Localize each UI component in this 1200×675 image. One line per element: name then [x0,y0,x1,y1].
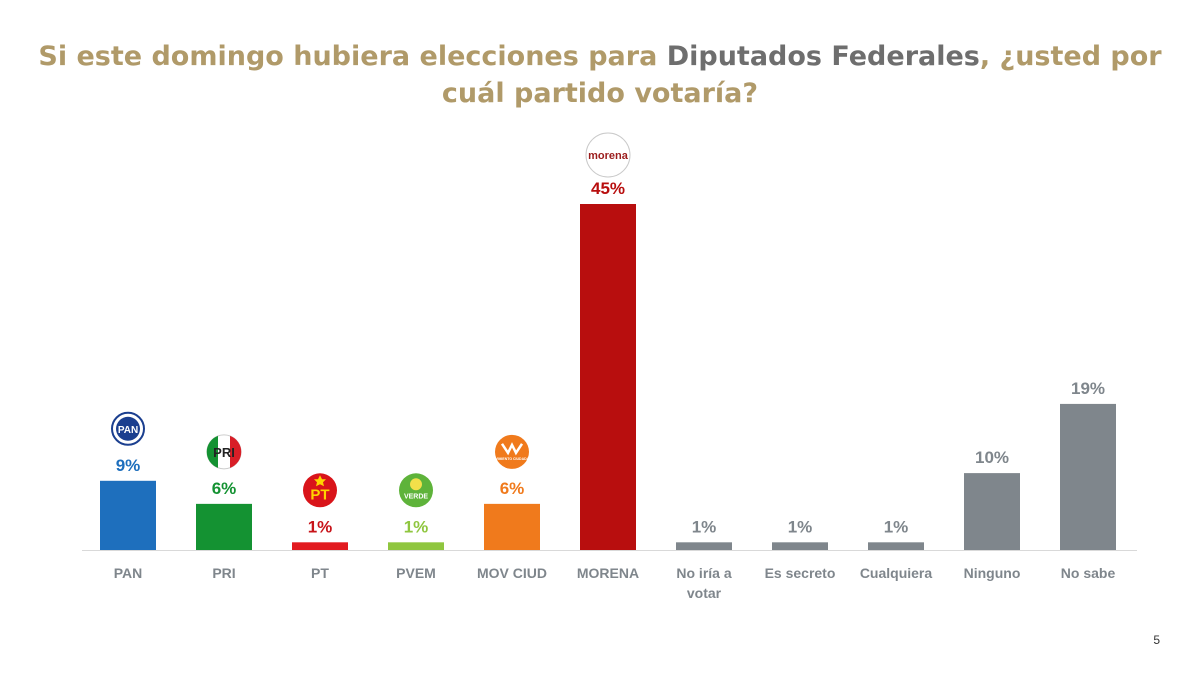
bar-es-secreto [772,542,828,550]
bar-mov-ciud [484,503,540,550]
title-part1: Si este domingo hubiera elecciones para [38,41,667,72]
svg-text:PAN: PAN [118,425,138,436]
svg-text:VERDE: VERDE [404,493,428,500]
bar-cualquiera [868,542,924,550]
value-label-mov-ciud: 6% [500,479,525,498]
value-label-es-secreto: 1% [788,517,813,536]
morena-logo-icon: morena [585,132,631,178]
chart-title: Si este domingo hubiera elecciones para … [0,38,1200,112]
category-label-no-iria-a-votar-line2: votar [687,585,722,601]
category-label-es-secreto: Es secreto [765,565,836,581]
bar-no-sabe [1060,403,1116,550]
title-highlight: Diputados Federales [666,41,980,72]
movimiento-ciudadano-logo-icon: MOVIMIENTO CIUDADANO [490,434,535,469]
svg-text:PT: PT [310,486,329,503]
pvem-logo-icon: VERDE [399,473,433,508]
bar-pri [196,503,252,550]
bar-ninguno [964,473,1020,550]
value-label-no-iria-a-votar: 1% [692,517,717,536]
svg-text:MOVIMIENTO CIUDADANO: MOVIMIENTO CIUDADANO [490,457,535,461]
svg-text:morena: morena [588,150,629,162]
value-label-cualquiera: 1% [884,517,909,536]
svg-text:PRI: PRI [213,445,235,460]
value-label-pan: 9% [116,456,141,475]
title-part2: , ¿usted por [979,41,1162,72]
value-label-pt: 1% [308,517,333,536]
category-label-morena: MORENA [577,565,639,581]
category-label-no-sabe: No sabe [1061,565,1116,581]
category-label-pri: PRI [212,565,235,581]
pri-logo-icon: PRI [206,434,242,470]
bar-morena [580,204,636,550]
value-label-ninguno: 10% [975,448,1009,467]
category-label-pt: PT [311,565,329,581]
value-label-pri: 6% [212,479,237,498]
category-label-pvem: PVEM [396,565,436,581]
value-label-no-sabe: 19% [1071,379,1105,398]
pan-logo-icon: PAN [111,411,145,446]
value-label-pvem: 1% [404,517,429,536]
bar-pt [292,542,348,550]
value-label-morena: 45% [591,179,625,198]
bar-no-iria-a-votar [676,542,732,550]
category-label-mov-ciud: MOV CIUD [477,565,547,581]
category-label-cualquiera: Cualquiera [860,565,933,581]
category-label-pan: PAN [114,565,143,581]
page-number: 5 [1153,633,1160,647]
bar-pan [100,480,156,550]
title-line2: cuál partido votaría? [441,78,759,109]
category-label-no-iria-a-votar-line1: No iría a [676,565,731,581]
category-label-ninguno: Ninguno [964,565,1021,581]
pt-logo-icon: PT [303,473,337,508]
bar-pvem [388,542,444,550]
